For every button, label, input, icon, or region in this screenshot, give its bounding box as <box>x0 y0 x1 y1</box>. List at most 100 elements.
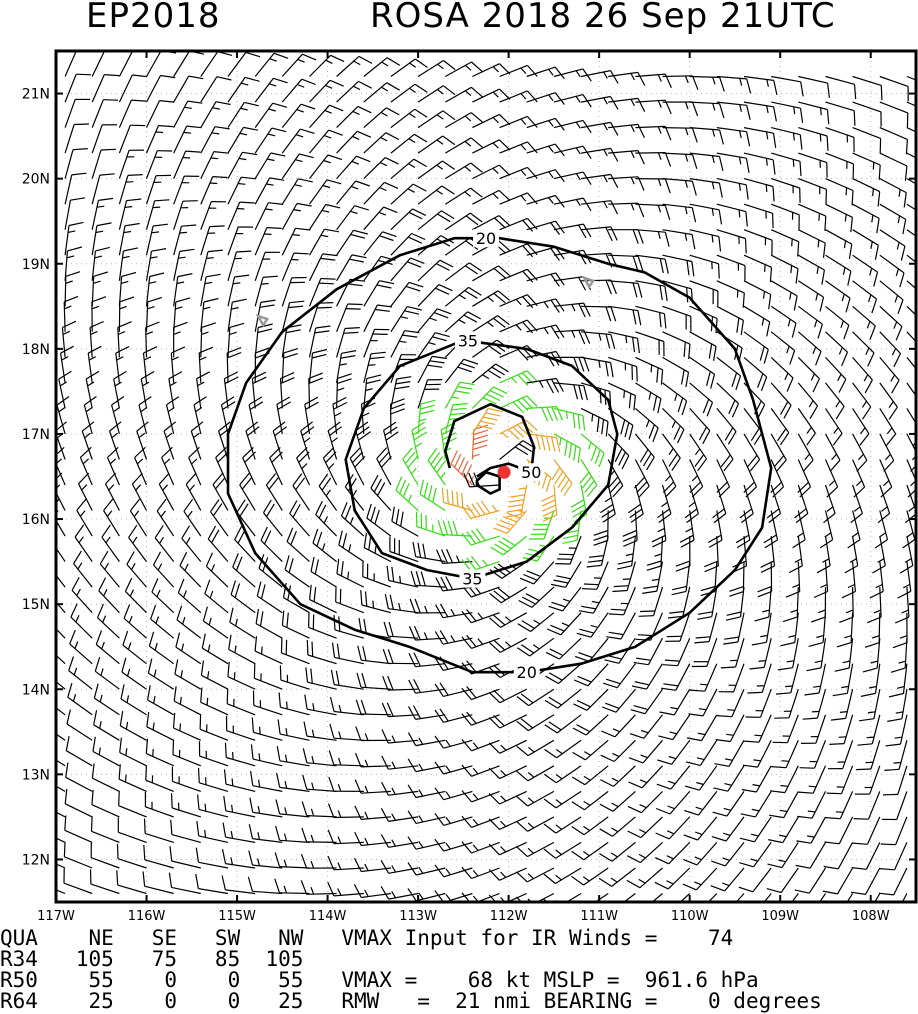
barb-half-feather <box>102 615 107 623</box>
barb-feather <box>318 473 329 487</box>
barb-feather <box>646 456 655 471</box>
barb-feather <box>570 499 585 508</box>
wind-barb <box>518 586 555 608</box>
barb-half-feather <box>209 590 214 599</box>
barb-half-feather <box>321 543 326 551</box>
wind-barb <box>309 129 343 154</box>
wind-barb <box>642 561 664 594</box>
barb-shaft <box>173 727 202 741</box>
barb-half-feather <box>808 785 817 788</box>
wind-barb <box>200 322 216 358</box>
barb-feather <box>742 764 758 768</box>
wind-barb <box>901 893 908 902</box>
barb-feather <box>885 433 897 446</box>
wind-barb <box>771 152 802 177</box>
y-tick-label: 18N <box>22 342 50 358</box>
wind-barb <box>852 203 880 234</box>
wind-barb <box>770 382 792 419</box>
barb-feather <box>708 539 723 548</box>
barb-half-feather <box>472 742 479 749</box>
barb-feather <box>304 396 319 405</box>
barb-shaft <box>873 689 881 719</box>
barb-half-feather <box>212 107 220 110</box>
barb-feather <box>772 133 777 148</box>
barb-shaft <box>173 100 189 128</box>
barb-half-feather <box>128 615 133 624</box>
barb-feather <box>127 174 143 176</box>
wind-barb <box>825 791 854 820</box>
barb-feather <box>887 718 903 722</box>
barb-half-feather <box>501 432 509 439</box>
wind-barb <box>846 893 854 902</box>
barb-shaft <box>118 805 147 818</box>
barb-feather <box>349 258 365 263</box>
barb-half-feather <box>379 161 388 167</box>
barb-feather <box>571 875 584 886</box>
wind-barb <box>122 630 147 665</box>
barb-shaft <box>506 892 527 902</box>
wind-barb <box>284 555 310 588</box>
barb-half-feather <box>630 73 635 81</box>
barb-shaft <box>388 867 419 874</box>
barb-feather <box>612 589 628 593</box>
wind-barb <box>353 884 391 899</box>
barb-feather <box>708 343 713 359</box>
wind-barb <box>608 331 640 354</box>
barb-shaft <box>227 201 241 230</box>
barb-feather <box>326 179 342 185</box>
wind-barb <box>63 841 93 869</box>
barb-shaft <box>689 178 720 184</box>
barb-shaft <box>90 857 120 869</box>
barb-half-feather <box>445 817 451 824</box>
wind-barb <box>823 842 854 870</box>
barb-feather <box>173 686 177 702</box>
wind-barb <box>444 403 468 435</box>
barb-feather <box>306 640 309 656</box>
barb-half-feather <box>638 853 646 859</box>
barb-shaft <box>145 276 151 307</box>
barb-shaft <box>770 229 799 243</box>
barb-half-feather <box>96 205 105 208</box>
barb-half-feather <box>657 74 662 82</box>
barb-feather <box>377 482 386 496</box>
wind-barb <box>329 696 364 716</box>
wind-barb <box>245 421 260 460</box>
barb-feather <box>558 553 574 556</box>
barb-half-feather <box>661 501 668 508</box>
barb-feather <box>724 636 739 640</box>
wind-barb <box>743 203 774 229</box>
wind-barb <box>825 280 851 313</box>
barb-half-feather <box>694 856 702 861</box>
barb-feather <box>121 271 137 277</box>
barb-shaft <box>443 816 473 826</box>
barb-feather <box>543 773 557 784</box>
barb-shaft <box>673 688 691 716</box>
barb-half-feather <box>297 58 305 63</box>
barb-half-feather <box>204 803 207 812</box>
barb-shaft <box>200 226 211 256</box>
wind-barb <box>612 561 636 593</box>
barb-half-feather <box>532 644 540 650</box>
barb-half-feather <box>855 480 863 487</box>
wind-barb <box>417 110 456 129</box>
barb-feather <box>749 459 761 472</box>
wind-barb <box>106 446 120 486</box>
barb-shaft <box>142 352 148 383</box>
wind-barb <box>662 433 681 471</box>
wind-barb <box>444 381 475 409</box>
barb-feather <box>757 404 766 419</box>
barb-shaft <box>333 764 364 767</box>
wind-barb <box>659 688 691 716</box>
barb-half-feather <box>153 695 156 704</box>
wind-barb <box>852 459 866 498</box>
barb-half-feather <box>762 609 770 613</box>
wind-barb <box>798 254 825 285</box>
barb-feather <box>637 634 653 637</box>
wind-barb <box>276 772 310 792</box>
barb-feather <box>446 548 454 564</box>
barb-half-feather <box>206 257 214 259</box>
barb-feather <box>599 853 613 862</box>
wind-barb <box>852 331 875 367</box>
barb-feather <box>439 630 449 644</box>
barb-half-feather <box>844 214 847 222</box>
